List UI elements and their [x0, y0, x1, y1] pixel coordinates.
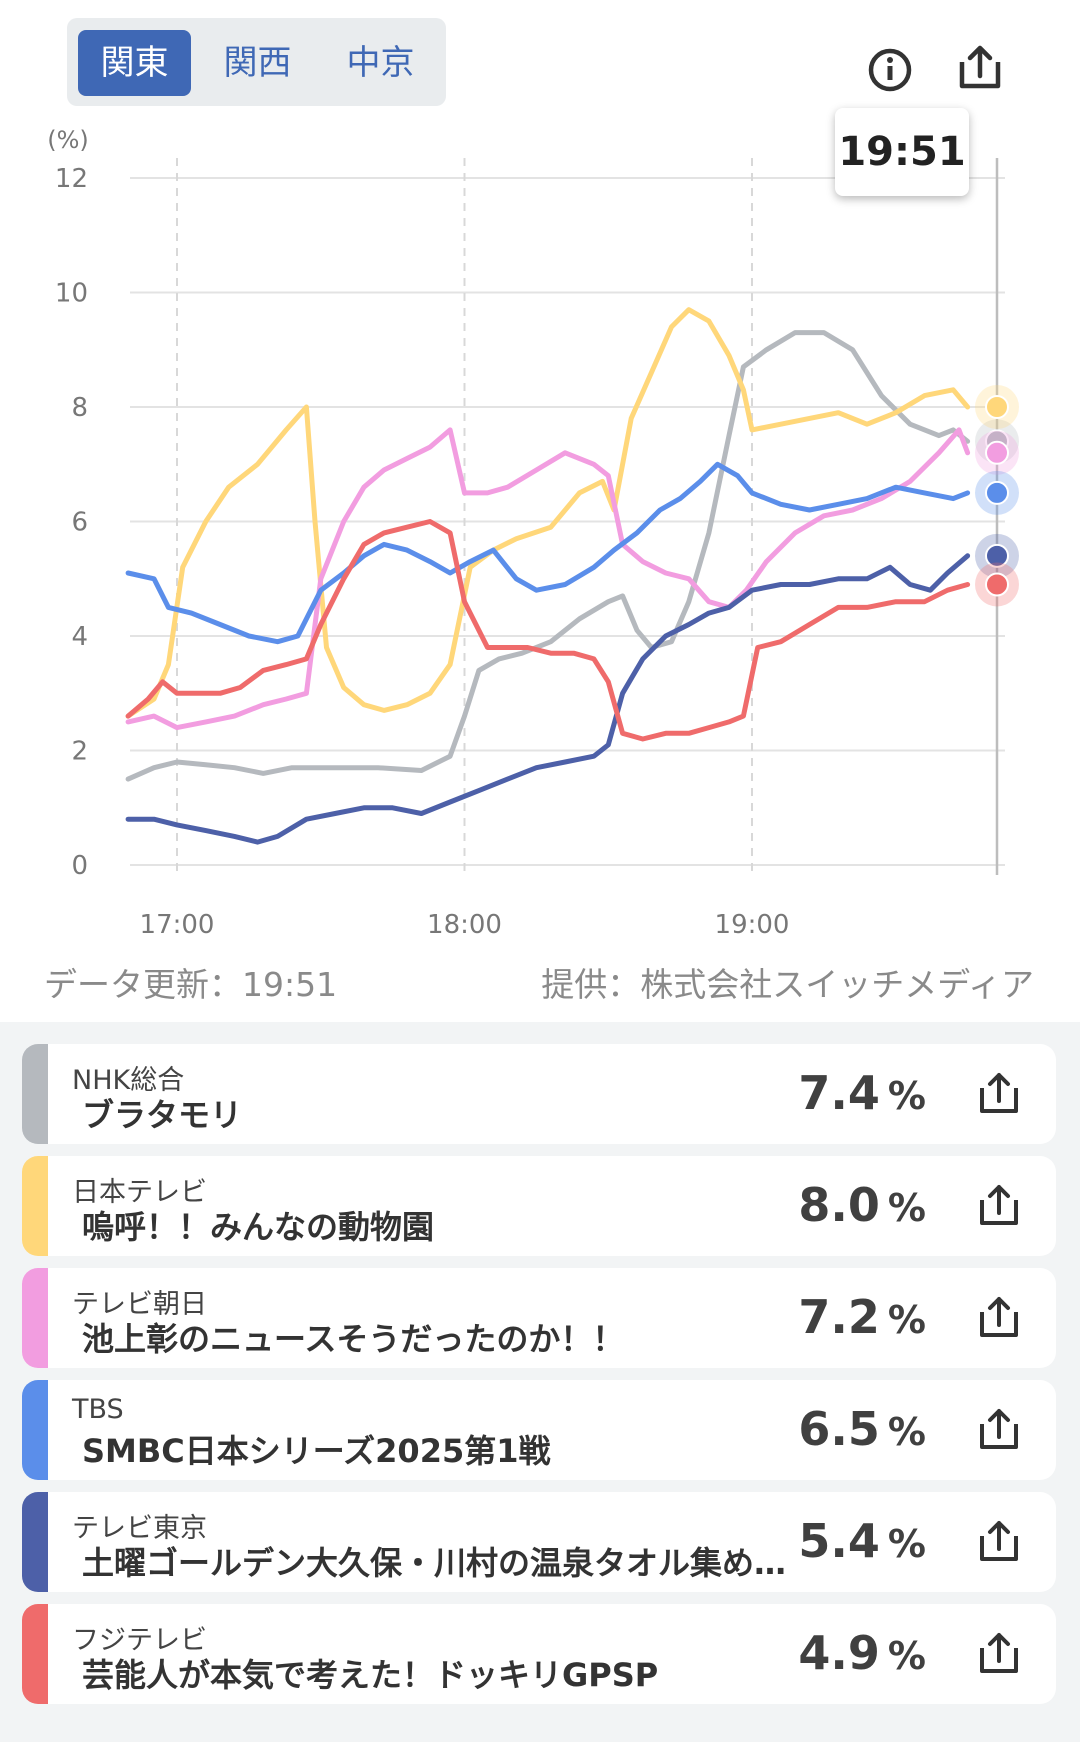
ranking-card[interactable]: テレビ朝日 池上彰のニュースそうだったのか！！ 7.2% [22, 1268, 1056, 1368]
rating-value: 7.4% [798, 1066, 926, 1120]
chart-panel: 関東 関西 中京 (%) 0 2 4 6 8 10 12 17:00 18:00 19:00 19:… [44, 18, 1034, 1004]
series-line [125, 553, 971, 845]
share-icon[interactable] [974, 1628, 1024, 1678]
program-title: 土曜ゴールデン大久保・川村の温泉タオル集め… [82, 1544, 787, 1582]
y-tick-label: 8 [71, 393, 88, 423]
series-end-marker [985, 543, 1009, 568]
program-title: 嗚呼！！みんなの動物園 [82, 1208, 435, 1246]
series-line [125, 461, 971, 645]
info-circle-icon[interactable] [862, 42, 918, 98]
tab-kanto[interactable]: 関東 [78, 30, 191, 96]
ranking-card[interactable]: NHK総合 ブラタモリ 7.4% [22, 1044, 1056, 1144]
series-line [125, 330, 971, 782]
channel-name: テレビ東京 [72, 1513, 207, 1544]
channel-color-bar [22, 1492, 48, 1592]
share-icon[interactable] [974, 1516, 1024, 1566]
channel-color-bar [22, 1156, 48, 1256]
channel-name: テレビ朝日 [72, 1289, 207, 1320]
share-icon[interactable] [974, 1180, 1024, 1230]
data-provider-label: 提供：株式会社スイッチメディア [541, 965, 1034, 1004]
channel-color-bar [22, 1380, 48, 1480]
tab-kansai[interactable]: 関西 [223, 43, 292, 83]
rating-value: 4.9% [798, 1626, 926, 1680]
series-line [125, 427, 971, 731]
rating-value: 7.2% [798, 1290, 926, 1344]
channel-name: 日本テレビ [72, 1177, 207, 1208]
program-title: ブラタモリ [82, 1096, 243, 1134]
series-end-marker [985, 395, 1009, 419]
share-icon[interactable] [974, 1292, 1024, 1342]
x-tick-label: 17:00 [140, 910, 215, 940]
y-axis-unit-label: (%) [47, 126, 89, 154]
share-icon[interactable] [974, 1404, 1024, 1454]
region-tabs: 関東 関西 中京 [67, 18, 446, 106]
y-tick-label: 12 [55, 164, 88, 194]
program-title: 芸能人が本気で考えた！ドッキリGPSP [82, 1656, 659, 1694]
y-tick-label: 4 [71, 622, 88, 652]
channel-name: フジテレビ [72, 1625, 207, 1656]
ratings-line-chart: (%) 0 2 4 6 8 10 12 17:00 18:00 19:00 [47, 126, 1019, 940]
series-end-marker [985, 440, 1009, 465]
tab-chukyo[interactable]: 中京 [346, 43, 415, 83]
series-end-marker [985, 572, 1009, 597]
share-icon[interactable] [952, 40, 1008, 96]
channel-color-bar [22, 1044, 48, 1144]
channel-name: TBS [72, 1394, 124, 1425]
series-end-marker [985, 480, 1009, 505]
y-tick-label: 0 [71, 851, 88, 881]
program-title: SMBC日本シリーズ2025第1戦 [82, 1432, 551, 1470]
y-tick-label: 6 [71, 508, 88, 538]
x-tick-label: 19:00 [715, 910, 790, 940]
ranking-card[interactable]: テレビ東京 土曜ゴールデン大久保・川村の温泉タオル集め… 5.4% [22, 1492, 1056, 1592]
y-tick-label: 2 [71, 737, 88, 767]
ranking-card[interactable]: 日本テレビ 嗚呼！！みんなの動物園 8.0% [22, 1156, 1056, 1256]
x-tick-label: 18:00 [427, 910, 502, 940]
data-updated-label: データ更新：19:51 [44, 965, 338, 1004]
channel-name: NHK総合 [72, 1065, 185, 1096]
time-tooltip: 19:51 [835, 108, 969, 196]
rating-value: 5.4% [798, 1514, 926, 1568]
channel-color-bar [22, 1604, 48, 1704]
series-line [125, 307, 971, 719]
channel-color-bar [22, 1268, 48, 1368]
rating-value: 6.5% [798, 1402, 926, 1456]
rating-value: 8.0% [798, 1178, 926, 1232]
ranking-card[interactable]: TBS SMBC日本シリーズ2025第1戦 6.5% [22, 1380, 1056, 1480]
program-title: 池上彰のニュースそうだったのか！！ [82, 1320, 625, 1358]
ranking-card[interactable]: フジテレビ 芸能人が本気で考えた！ドッキリGPSP 4.9% [22, 1604, 1056, 1704]
y-tick-label: 10 [55, 279, 88, 309]
share-icon[interactable] [974, 1068, 1024, 1118]
series-line [125, 519, 971, 742]
rankings-list: NHK総合 ブラタモリ 7.4% 日本テレビ 嗚呼！！みんなの動物園 8.0% … [0, 1022, 1080, 1742]
